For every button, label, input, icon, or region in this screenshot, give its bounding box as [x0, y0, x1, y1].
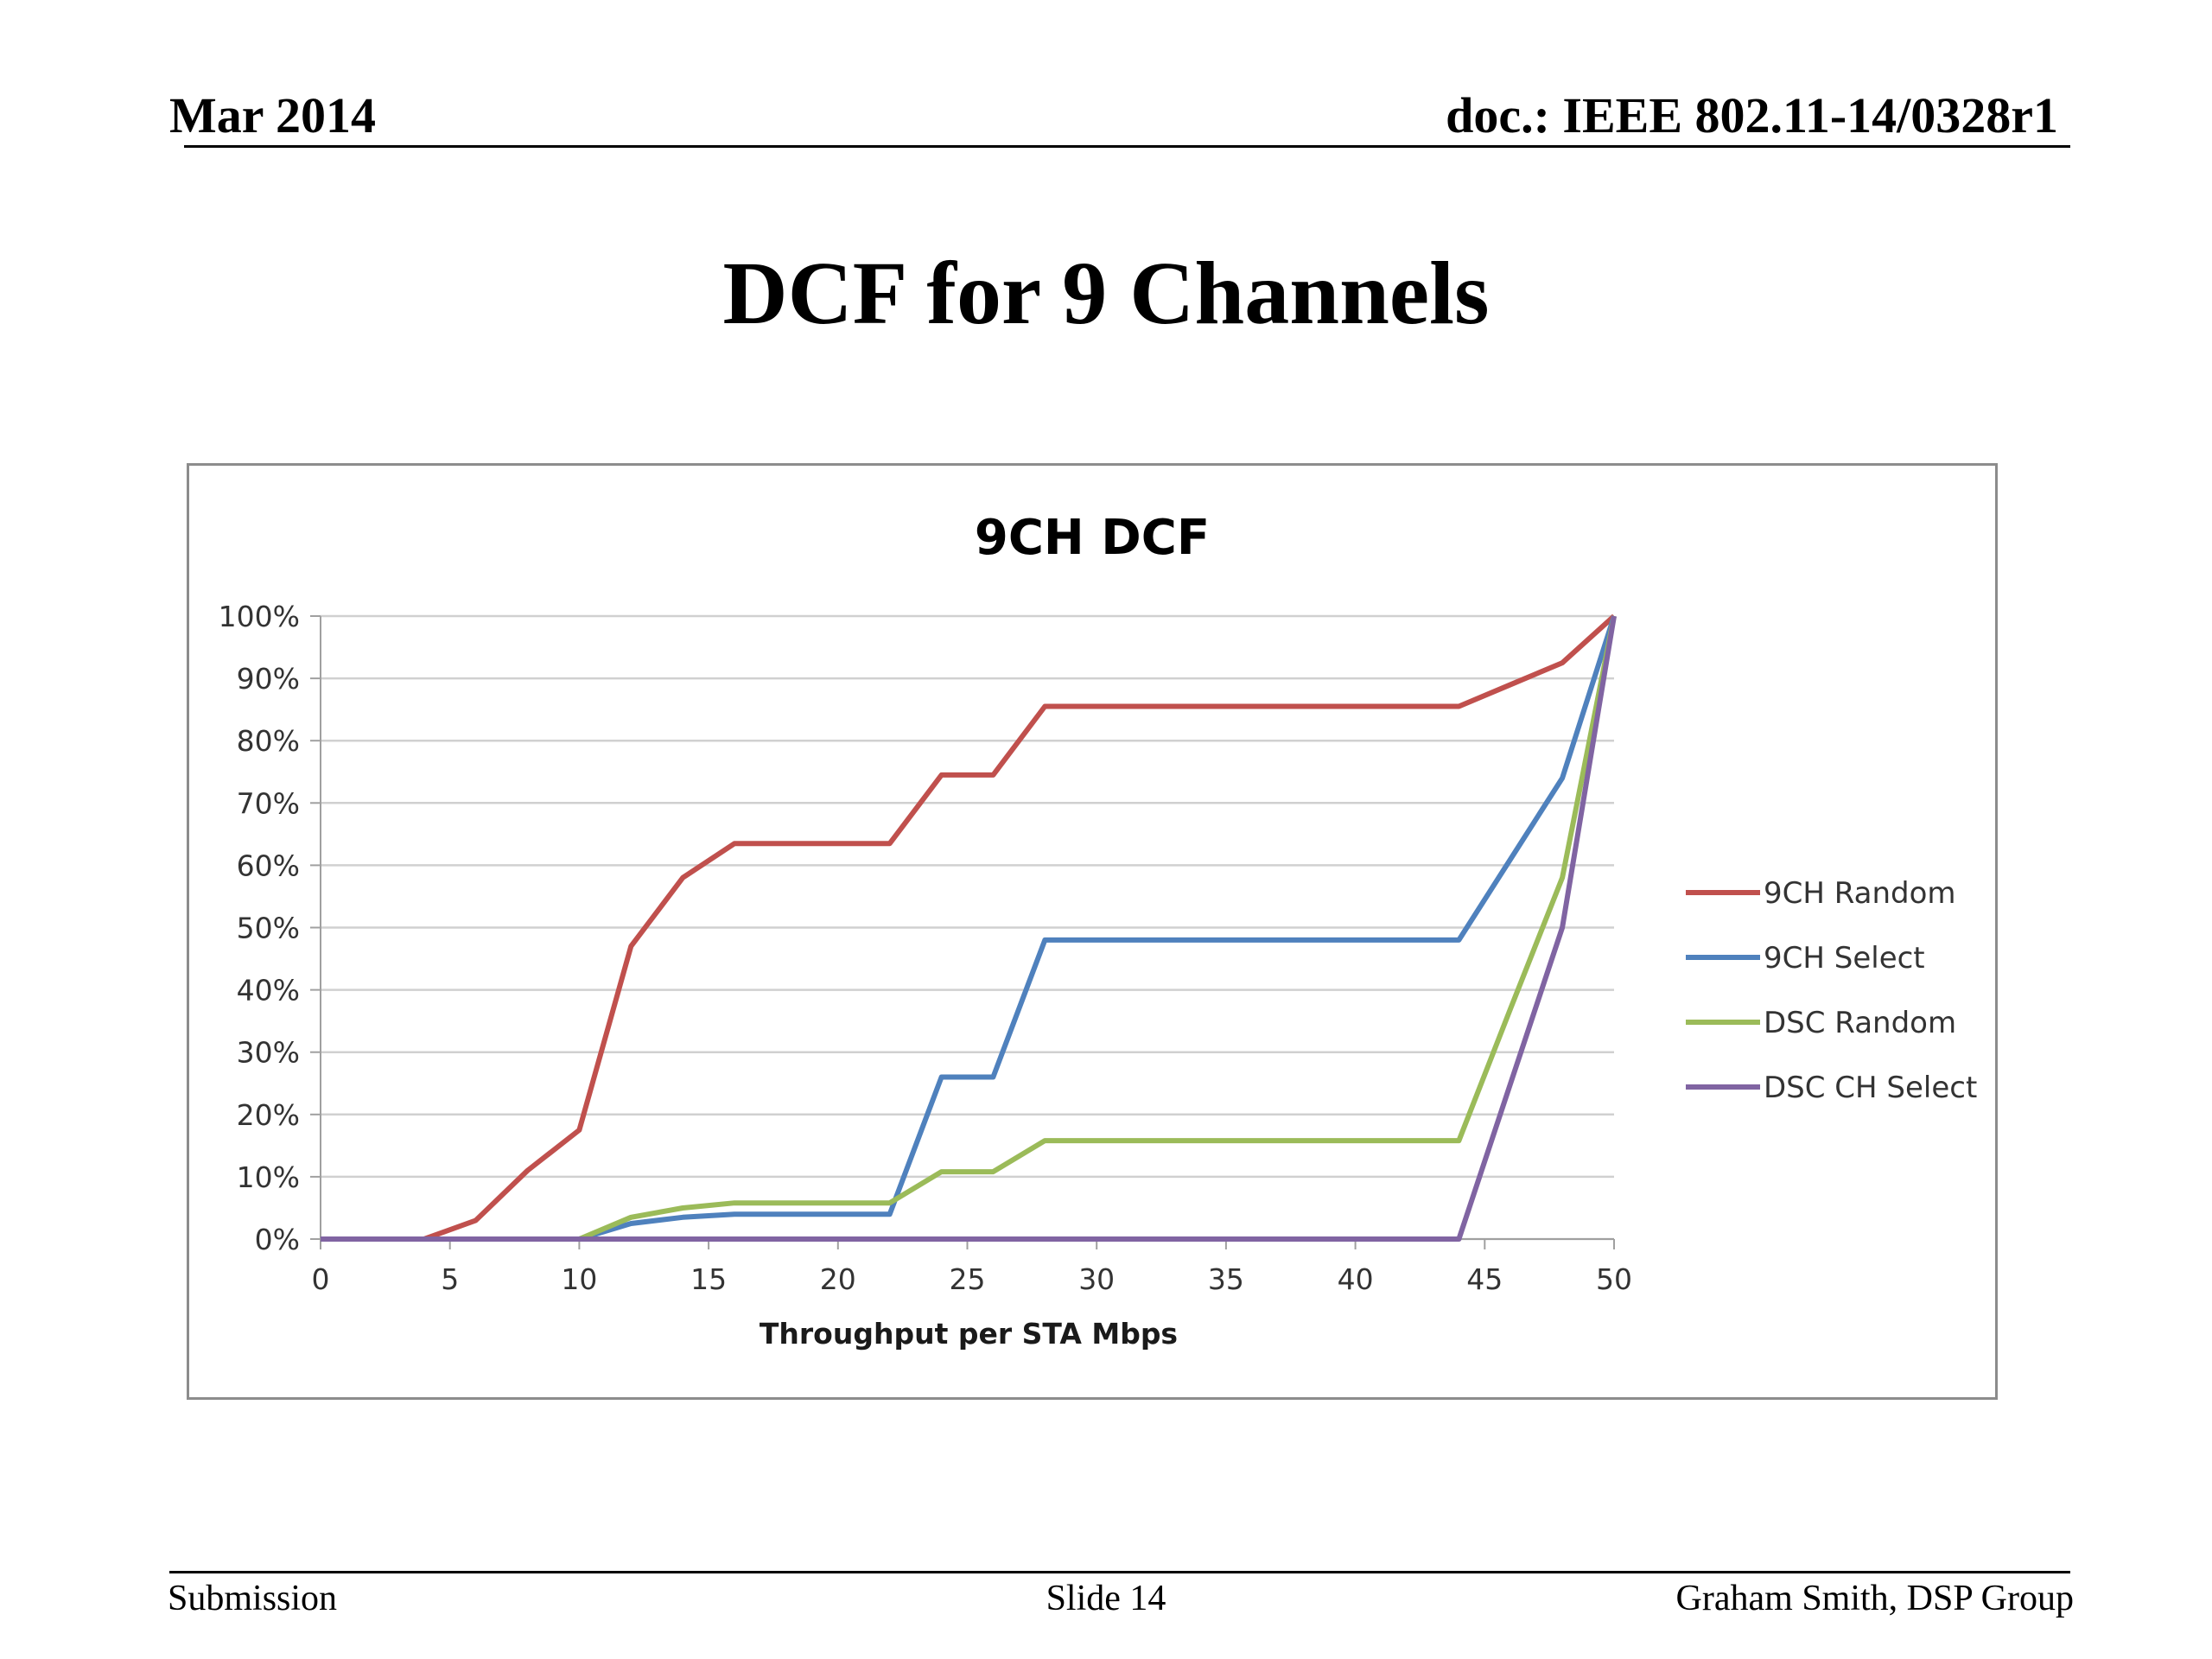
series-line-dsc-random — [321, 615, 1617, 1242]
chart-frame: 9CH DCF 0% 10% 20% 30% 40% 50% 60% 70% 80% 90% 100… — [187, 463, 1998, 1400]
x-tick-label: 0 — [312, 1262, 330, 1296]
footer-author: Graham Smith, DSP Group — [1675, 1579, 2074, 1618]
chart-legend: 9CH Random 9CH Select DSC Random DSC CH Sel… — [1686, 876, 1977, 1105]
y-tick-label: 50% — [237, 912, 300, 945]
y-tick-label: 10% — [237, 1160, 300, 1194]
footer-rule — [169, 1571, 2070, 1573]
legend-label: 9CH Select — [1764, 941, 1925, 976]
line-chart: 9CH DCF 0%10%20%30%40%50%60%70%80%90%100… — [219, 510, 1978, 1351]
series-line-9ch-select — [321, 615, 1617, 1242]
x-tick-label: 35 — [1208, 1262, 1244, 1296]
footer-submission: Submission — [168, 1579, 338, 1618]
x-tick-label: 30 — [1078, 1262, 1115, 1296]
series-line-9ch-random — [321, 613, 1617, 1242]
x-tick-label: 45 — [1466, 1262, 1503, 1296]
y-tick-labels: 0% 10% 20% 30% 40% 50% 60% 70% 80% 90% 100% — [219, 600, 300, 1256]
series-lines — [321, 613, 1617, 1242]
x-tick-label: 20 — [820, 1262, 856, 1296]
series-line-dsc-ch-select — [321, 615, 1617, 1242]
y-tick-label: 60% — [237, 849, 300, 882]
legend-label: 9CH Random — [1764, 876, 1956, 911]
chart-title: 9CH DCF — [975, 510, 1210, 566]
y-tick-label: 80% — [237, 724, 300, 758]
y-tick-label: 20% — [237, 1098, 300, 1132]
legend-label: DSC CH Select — [1764, 1071, 1977, 1105]
x-tick-labels: 0 5 10 15 20 25 30 35 40 45 50 — [312, 1262, 1633, 1296]
y-tick-label: 30% — [237, 1036, 300, 1070]
slide-title: DCF for 9 Channels — [722, 244, 1490, 343]
x-tick-label: 15 — [690, 1262, 727, 1296]
x-tick-label: 10 — [561, 1262, 597, 1296]
header-rule — [184, 145, 2070, 148]
legend-label: DSC Random — [1764, 1006, 1956, 1040]
y-tick-label: 0% — [255, 1223, 300, 1256]
x-tick-label: 40 — [1338, 1262, 1374, 1296]
y-tick-label: 70% — [237, 786, 300, 820]
header-date: Mar 2014 — [169, 87, 376, 143]
footer-slide-number: Slide 14 — [1046, 1579, 1166, 1618]
x-tick-label: 50 — [1596, 1262, 1632, 1296]
x-axis-label: Throughput per STA Mbps — [760, 1317, 1178, 1351]
x-tick-label: 5 — [441, 1262, 459, 1296]
y-tick-label: 100% — [219, 600, 300, 633]
header-doc-id: doc.: IEEE 802.11-14/0328r1 — [1446, 87, 2058, 143]
x-tick-label: 25 — [950, 1262, 986, 1296]
y-tick-label: 90% — [237, 662, 300, 696]
y-tick-label: 40% — [237, 974, 300, 1007]
chart-grid — [310, 614, 1615, 1249]
